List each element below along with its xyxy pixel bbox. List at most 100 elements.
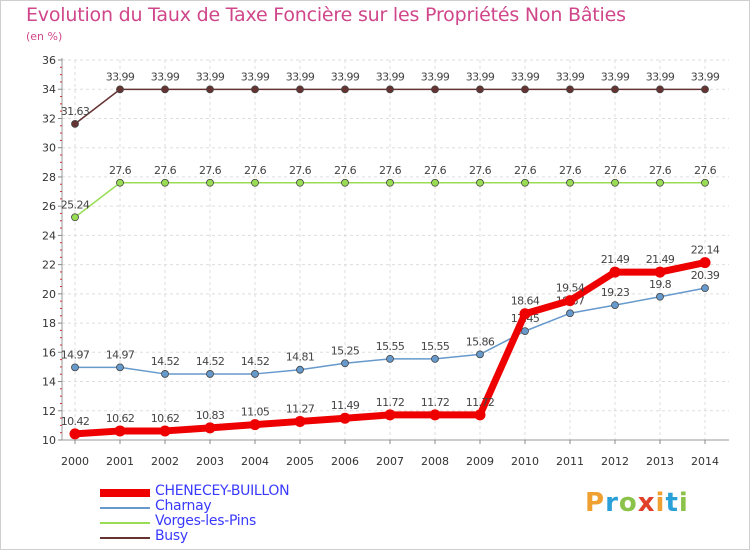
data-label: 33.99 (466, 70, 495, 83)
legend-item-charnay: Charnay (100, 498, 360, 516)
data-point (701, 284, 709, 293)
data-label: 33.99 (331, 70, 360, 83)
y-tick-label: 22 (42, 259, 56, 272)
data-point (654, 266, 666, 278)
data-point (251, 370, 259, 378)
data-point (71, 119, 79, 128)
data-point (386, 178, 394, 187)
data-label: 15.55 (421, 340, 450, 353)
data-point (159, 425, 171, 437)
data-label: 21.49 (601, 253, 630, 266)
y-tick-label: 12 (42, 405, 56, 418)
chart-subtitle: (en %) (26, 30, 63, 43)
data-point (701, 85, 709, 94)
y-tick-label: 14 (42, 376, 56, 389)
data-point (564, 295, 576, 307)
data-label: 10.42 (61, 415, 90, 428)
data-label: 10.62 (151, 412, 180, 425)
data-label: 33.99 (106, 70, 135, 83)
data-label: 33.99 (646, 70, 675, 83)
x-tick-label: 2007 (376, 455, 404, 468)
data-point (71, 213, 79, 222)
data-label: 11.72 (376, 396, 405, 409)
legend-swatch (100, 507, 150, 509)
data-label: 15.25 (331, 344, 360, 357)
data-point (699, 257, 711, 269)
data-label: 14.97 (106, 348, 135, 361)
data-point (386, 354, 394, 363)
data-label: 27.6 (334, 164, 357, 177)
legend-label: Busy (155, 528, 188, 544)
data-label: 19.54 (556, 282, 585, 295)
data-label: 27.6 (199, 164, 222, 177)
data-label: 20.39 (691, 269, 720, 282)
y-tick-label: 28 (42, 171, 56, 184)
y-tick-label: 10 (42, 434, 56, 447)
data-label: 27.6 (109, 164, 132, 177)
data-label: 11.72 (466, 396, 495, 409)
data-point (476, 178, 484, 187)
x-tick-label: 2003 (196, 455, 224, 468)
data-point (116, 85, 124, 94)
data-label: 14.97 (61, 348, 90, 361)
data-label: 27.6 (559, 164, 582, 177)
data-point (296, 178, 304, 187)
y-tick-label: 34 (42, 83, 56, 96)
logo-letter: i (655, 488, 666, 518)
data-point (521, 327, 529, 336)
y-tick-label: 24 (42, 229, 56, 242)
data-label: 27.6 (289, 164, 312, 177)
logo-letter: r (605, 488, 619, 518)
data-point (521, 85, 529, 94)
data-point (566, 309, 574, 318)
data-label: 27.6 (514, 164, 537, 177)
data-point (206, 85, 214, 94)
legend-label: CHENECEY-BUILLON (155, 483, 290, 499)
data-label: 27.6 (604, 164, 627, 177)
x-tick-label: 2006 (331, 455, 359, 468)
data-point (429, 409, 441, 421)
data-point (161, 178, 169, 187)
legend-label: Vorges-les-Pins (155, 513, 256, 529)
data-point (386, 85, 394, 94)
data-point (611, 301, 619, 310)
data-label: 33.99 (241, 70, 270, 83)
data-point (161, 85, 169, 94)
logo-letter: x (637, 488, 656, 518)
x-tick-label: 2002 (151, 455, 179, 468)
data-point (251, 85, 259, 94)
data-label: 33.99 (691, 70, 720, 83)
data-label: 19.23 (601, 286, 630, 299)
x-tick-label: 2010 (511, 455, 539, 468)
data-label: 27.6 (154, 164, 177, 177)
data-point (611, 178, 619, 187)
data-point (566, 178, 574, 187)
x-tick-label: 2013 (646, 455, 674, 468)
data-label: 33.99 (376, 70, 405, 83)
data-label: 33.99 (601, 70, 630, 83)
data-point (656, 85, 664, 94)
data-point (161, 370, 169, 378)
data-label: 10.83 (196, 409, 225, 422)
data-point (519, 308, 531, 320)
data-label: 33.99 (151, 70, 180, 83)
data-point (656, 292, 664, 301)
x-tick-label: 2008 (421, 455, 449, 468)
data-label: 27.6 (694, 164, 717, 177)
logo-letter: P (585, 488, 606, 518)
logo-letter: i (678, 488, 689, 518)
data-label: 14.52 (241, 355, 270, 368)
data-point (656, 178, 664, 187)
x-tick-label: 2001 (106, 455, 134, 468)
data-point (609, 266, 621, 278)
data-label: 33.99 (286, 70, 315, 83)
legend-swatch (100, 489, 150, 497)
data-label: 27.6 (244, 164, 267, 177)
data-label: 27.6 (469, 164, 492, 177)
data-point (341, 359, 349, 368)
legend-item-chenecey-buillon: CHENECEY-BUILLON (100, 483, 360, 501)
y-tick-label: 26 (42, 200, 56, 213)
data-label: 14.81 (286, 351, 315, 364)
chart-title: Evolution du Taux de Taxe Foncière sur l… (26, 4, 626, 26)
logo-letter: t (665, 488, 679, 518)
